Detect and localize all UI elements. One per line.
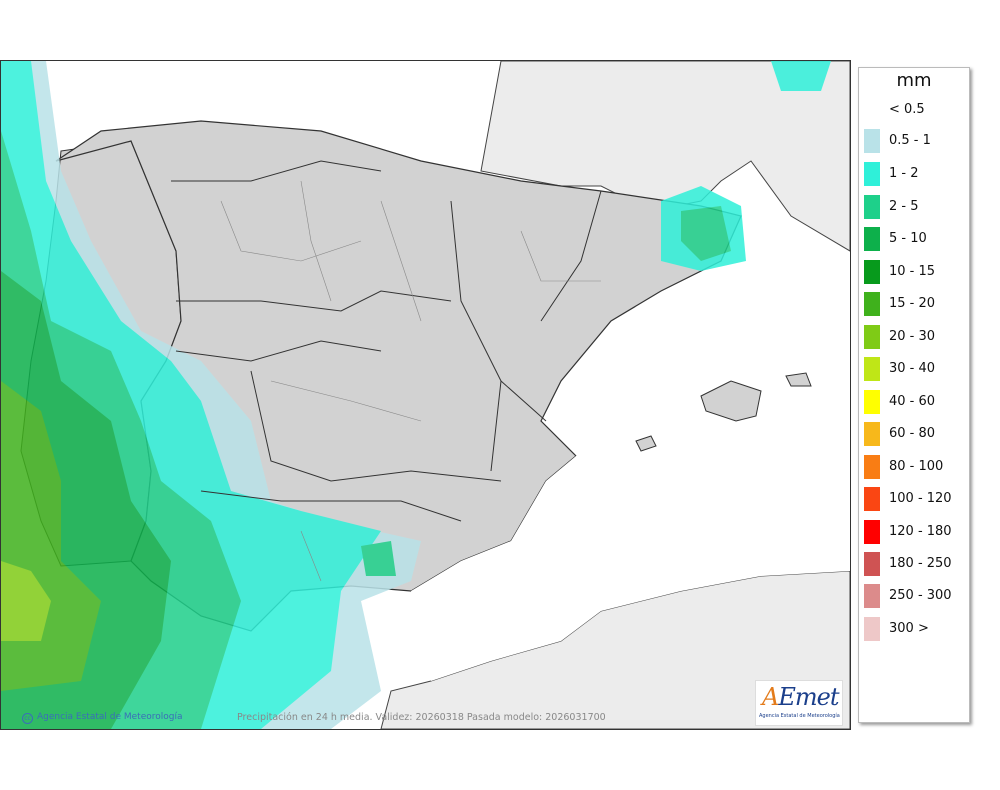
legend-swatch [864,260,880,284]
legend-label: 60 - 80 [889,426,936,441]
legend-label: 15 - 20 [889,296,936,311]
legend-swatch [864,98,880,122]
legend-label: 30 - 40 [889,361,936,376]
legend-item: 20 - 30 [863,325,967,349]
legend-item: < 0.5 [863,98,967,122]
legend-label: 5 - 10 [889,231,927,246]
legend-swatch [864,129,880,153]
legend-label: 80 - 100 [889,459,944,474]
precip-france-1-2 [771,61,831,91]
creative-commons-icon: cc [22,713,33,724]
aemet-logo-subtitle: Agencia Estatal de Meteorología [759,713,840,719]
legend-swatch [864,195,880,219]
legend-item: 1 - 2 [863,162,967,186]
legend-label: 0.5 - 1 [889,133,931,148]
legend-label: 2 - 5 [889,199,919,214]
legend-label: 180 - 250 [889,556,952,571]
legend-swatch [864,325,880,349]
legend-label: < 0.5 [889,102,925,117]
aemet-logo-wordmark: AEmet [762,683,839,711]
aemet-logo: AEmet Agencia Estatal de Meteorología [755,680,843,726]
legend-item: 0.5 - 1 [863,129,967,153]
legend-item: 250 - 300 [863,584,967,608]
legend-item: 40 - 60 [863,390,967,414]
legend-swatch [864,617,880,641]
legend-label: 1 - 2 [889,166,919,181]
precipitation-map [0,60,851,730]
legend-item: 100 - 120 [863,487,967,511]
legend-item: 10 - 15 [863,260,967,284]
legend-swatch [864,584,880,608]
map-caption: Precipitación en 24 h media. Validez: 20… [237,712,606,723]
precip-20-30 [1,561,51,641]
legend-item: 300 > [863,617,967,641]
legend-label: 40 - 60 [889,394,936,409]
region-boundaries [171,160,602,522]
legend-swatch [864,227,880,251]
legend-item: 15 - 20 [863,292,967,316]
menorca-island-top [785,372,812,387]
legend-swatch [864,552,880,576]
legend-swatch [864,162,880,186]
map-canvas [1,61,850,729]
precipitation-legend: mm < 0.5 0.5 - 1 1 - 2 2 - 5 5 - 10 10 - 15 15… [858,67,970,723]
province-boundaries [220,180,601,582]
legend-swatch [864,292,880,316]
legend-swatch [864,487,880,511]
legend-swatch [864,357,880,381]
mediterranean-sea [411,361,850,681]
legend-swatch [864,520,880,544]
legend-label: 100 - 120 [889,491,952,506]
legend-swatch [864,422,880,446]
legend-swatch [864,390,880,414]
mallorca-island-top [700,380,762,422]
legend-swatch [864,455,880,479]
legend-label: 20 - 30 [889,329,936,344]
legend-item: 2 - 5 [863,195,967,219]
precip-se-2-5 [361,541,396,576]
legend-label: 120 - 180 [889,524,952,539]
footer-credit-text: Agencia Estatal de Meteorología [37,712,183,722]
legend-item: 30 - 40 [863,357,967,381]
legend-item: 80 - 100 [863,455,967,479]
legend-label: 10 - 15 [889,264,936,279]
legend-unit: mm [896,70,932,91]
legend-item: 60 - 80 [863,422,967,446]
legend-item: 120 - 180 [863,520,967,544]
legend-item: 180 - 250 [863,552,967,576]
legend-item: 5 - 10 [863,227,967,251]
ibiza-island-top [635,435,657,452]
legend-label: 250 - 300 [889,588,952,603]
legend-label: 300 > [889,621,929,636]
precipitation-overlay [1,61,831,729]
precip-ne-2-5 [681,206,731,261]
footer-credit: cc Agencia Estatal de Meteorología [22,712,183,724]
